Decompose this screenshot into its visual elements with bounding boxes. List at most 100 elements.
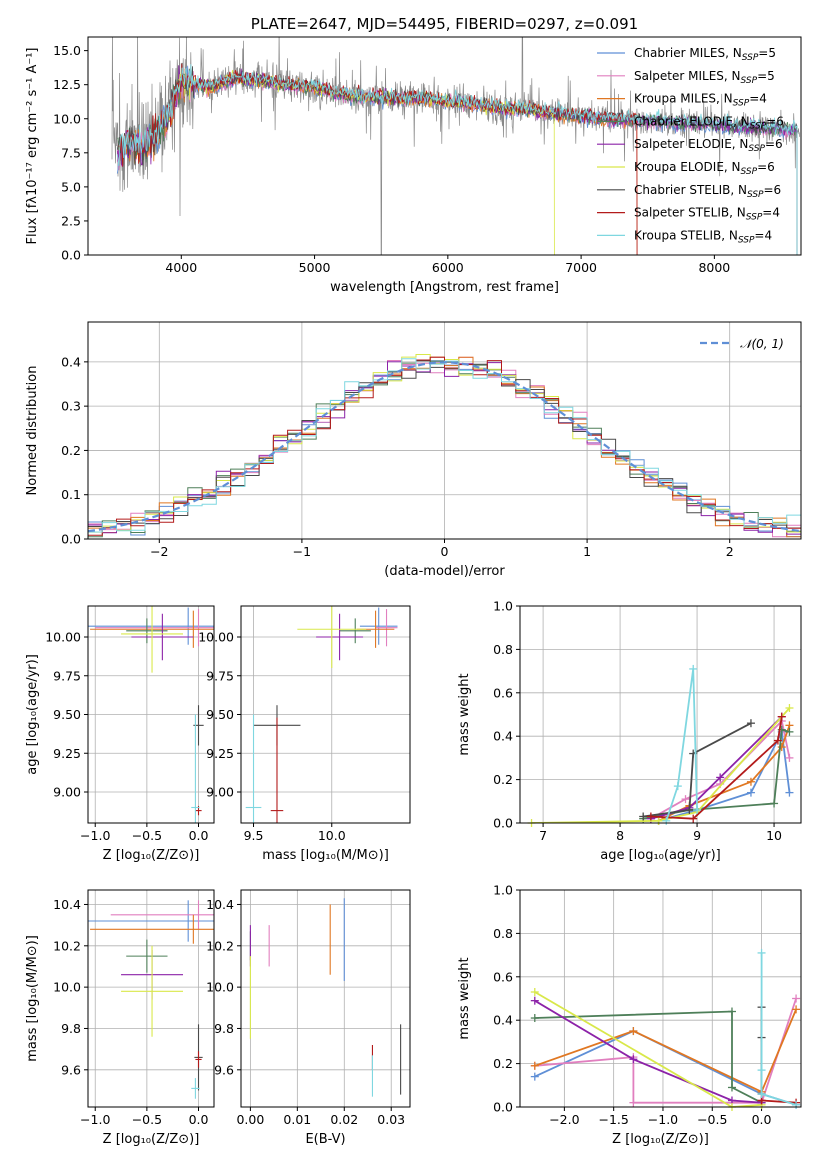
x-tick-label: 0.00 [236, 1112, 264, 1127]
x-tick-label: 7 [539, 828, 547, 843]
legend-entry-salpeter_miles: Salpeter MILES, NSSP=5 [634, 69, 775, 86]
weight-marker-kroupa_stelib [757, 1089, 766, 1098]
y-tick-label: 0.0 [493, 816, 513, 831]
weight-line-salpeter_stelib [650, 716, 783, 820]
weight-marker-kroupa_stelib [693, 805, 702, 814]
spectrum-legend: Chabrier MILES, NSSP=5 Salpeter MILES, NS… [597, 46, 784, 245]
model-spectrum-kroupa_stelib [116, 64, 798, 255]
normal-reference-curve [87, 361, 802, 533]
weight-marker-kroupa_miles [530, 1061, 539, 1070]
y-tick-label: 9.00 [53, 785, 81, 800]
weight-marker-salpeter_elodie [716, 773, 725, 782]
x-tick-label: 0.0 [189, 1112, 209, 1127]
weight-line-kroupa_elodie [534, 991, 762, 1107]
weight-marker-salpeter_stelib [689, 814, 698, 823]
weight-marker-chabrier_elodie [727, 1083, 736, 1092]
x-axis-label: Z [log₁₀(Z/Z⊙)] [612, 1132, 709, 1147]
plot-frame [87, 605, 215, 824]
y-tick-label: 10.2 [206, 938, 234, 953]
y-tick-label: 0.2 [61, 443, 81, 458]
x-tick-label: −0.5 [132, 1112, 162, 1127]
x-tick-label: 0.02 [330, 1112, 358, 1127]
x-tick-label: −0.5 [697, 1112, 727, 1127]
weight-line-salpeter_elodie [534, 999, 762, 1104]
weight-line-kroupa_stelib [665, 668, 698, 822]
y-tick-label: 9.00 [206, 785, 234, 800]
x-tick-label: 6000 [432, 260, 464, 275]
y-tick-label: 0.0 [61, 532, 81, 547]
weight-line-kroupa_miles [534, 1009, 797, 1094]
weight-marker-chabrier_stelib [685, 805, 694, 814]
weight-marker-salpeter_stelib [646, 812, 655, 821]
x-tick-label: −1 [293, 544, 311, 559]
x-tick-label: −1.0 [80, 1112, 110, 1127]
y-tick-label: 10.4 [53, 897, 81, 912]
y-tick-label: 2.5 [61, 213, 81, 228]
weight-marker-salpeter_miles [681, 795, 690, 804]
y-tick-label: 10.0 [53, 111, 81, 126]
y-tick-label: 0.0 [61, 248, 81, 263]
y-tick-label: 0.2 [493, 1056, 513, 1071]
weight-marker-kroupa_miles [792, 1005, 801, 1014]
y-tick-label: 0.8 [493, 926, 513, 941]
x-tick-label: −1.0 [648, 1112, 678, 1127]
weight-marker-chabrier_stelib [746, 719, 755, 728]
y-tick-label: 9.25 [53, 746, 81, 761]
y-tick-label: 0.4 [493, 729, 513, 744]
legend-entry-kroupa_elodie: Kroupa ELODIE, NSSP=6 [634, 160, 775, 177]
x-tick-label: 1 [583, 544, 591, 559]
y-tick-label: 0.2 [493, 772, 513, 787]
weight-line-kroupa_stelib [760, 952, 797, 1106]
weight-marker-chabrier_elodie [727, 1007, 736, 1016]
legend-entry-kroupa_miles: Kroupa MILES, NSSP=4 [634, 92, 767, 109]
legend-entry-salpeter_elodie: Salpeter ELODIE, NSSP=6 [634, 137, 783, 154]
mass-vs-EBV-panel: 0.00 0.01 0.02 0.03 9.6 9.8 10.0 10.2 10.4 E(B-V) [206, 889, 411, 1147]
legend-entry-chabrier_stelib: Chabrier STELIB, NSSP=6 [634, 183, 781, 200]
weight-marker-salpeter_stelib [773, 736, 782, 745]
errorbar-salpeter_miles [95, 609, 214, 647]
y-tick-label: 0.6 [493, 969, 513, 984]
x-tick-label: −1.5 [598, 1112, 628, 1127]
weight-marker-salpeter_miles [785, 753, 794, 762]
weight-line-chabrier_stelib [643, 722, 752, 818]
x-axis-label: (data-model)/error [384, 564, 505, 579]
y-tick-label: 9.6 [61, 1062, 81, 1077]
x-tick-label: 10.0 [318, 828, 346, 843]
x-tick-label: 0.0 [189, 828, 209, 843]
y-tick-label: 0.6 [493, 685, 513, 700]
y-tick-label: 0.4 [61, 354, 81, 369]
errorbar-chabrier_elodie [126, 939, 168, 973]
weight-marker-salpeter_miles [629, 1098, 638, 1107]
y-tick-label: 9.8 [214, 1021, 234, 1036]
y-tick-label: 9.50 [206, 707, 234, 722]
weight-marker-chabrier_miles [785, 788, 794, 797]
x-axis-label: age [log₁₀(age/yr)] [600, 848, 721, 863]
plot-frame [87, 889, 215, 1108]
plot-frame [240, 889, 411, 1108]
y-axis-label: Normed distribution [25, 366, 40, 496]
x-axis-label: Z [log₁₀(Z/Z⊙)] [103, 1132, 200, 1147]
age-vs-mass-panel: 9.5 10.0 9.00 9.25 9.50 9.75 10.00 mass [log₁₀(… [198, 605, 411, 863]
y-tick-label: 10.0 [206, 980, 234, 995]
weight-marker-chabrier_elodie [530, 1014, 539, 1023]
residuals-legend: 𝒩(0, 1) [700, 337, 784, 351]
y-axis-label: age [log₁₀(age/yr)] [25, 654, 40, 775]
x-tick-label: −1.0 [80, 828, 110, 843]
weight-marker-salpeter_elodie [530, 996, 539, 1005]
errorbar-chabrier_miles [88, 900, 214, 942]
x-tick-label: 5000 [299, 260, 331, 275]
age-vs-Z-panel: −1.0 −0.5 0.0 9.00 9.25 9.50 9.75 10.00 Z [log₁₀… [25, 605, 215, 863]
weight-marker-kroupa_elodie [530, 987, 539, 996]
y-tick-label: 1.0 [493, 599, 513, 614]
x-tick-label: 0 [441, 544, 449, 559]
x-tick-label: 10 [766, 828, 782, 843]
errorbar-chabrier_elodie [339, 618, 371, 644]
errorbar-kroupa_miles [90, 914, 214, 944]
errorbar-kroupa_stelib [245, 714, 262, 823]
weight-marker-kroupa_stelib [757, 1066, 766, 1075]
weight-line-chabrier_elodie [643, 728, 790, 820]
y-tick-label: 12.5 [53, 77, 81, 92]
errorbar-salpeter_elodie [131, 613, 194, 661]
plot-frame [519, 605, 802, 824]
